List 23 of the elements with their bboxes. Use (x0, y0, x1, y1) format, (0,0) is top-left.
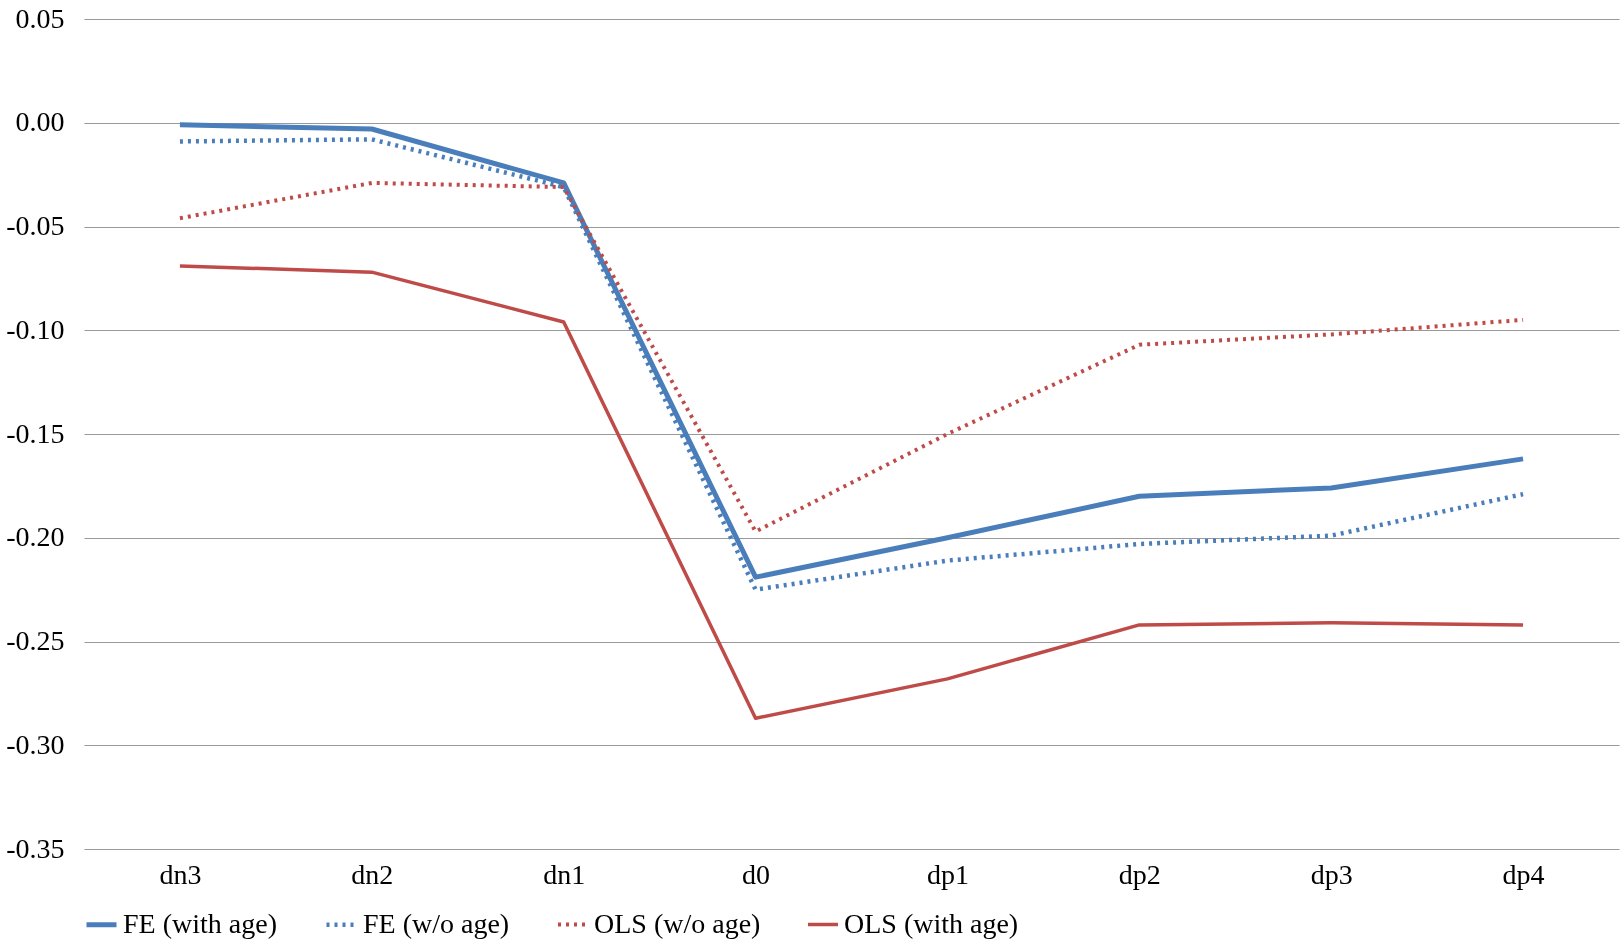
y-tick-label: 0.00 (15, 106, 65, 138)
x-tick-label: dp2 (1118, 858, 1161, 890)
y-tick-label: -0.35 (6, 832, 65, 864)
x-tick-label: dp3 (1310, 858, 1353, 890)
x-tick-label: dn3 (159, 858, 202, 890)
x-tick-label: dn2 (351, 858, 394, 890)
y-tick-label: -0.15 (6, 417, 65, 449)
y-tick-label: -0.10 (6, 313, 65, 345)
x-tick-label: d0 (742, 858, 771, 890)
x-tick-label: dn1 (543, 858, 586, 890)
y-tick-label: -0.30 (6, 728, 65, 760)
line-series (177, 180, 1526, 534)
y-tick-label: -0.20 (6, 521, 65, 553)
y-tick-label: -0.25 (6, 625, 65, 656)
x-tick-label: dp1 (926, 858, 969, 890)
x-tick-label: dp4 (1502, 858, 1545, 890)
y-tick-label: -0.05 (6, 210, 65, 241)
legend-label: FE (with age) (123, 907, 277, 939)
line-series (178, 264, 1525, 721)
legend-label: OLS (w/o age) (594, 907, 761, 939)
legend-label: OLS (with age) (844, 907, 1019, 939)
y-tick-label: 0.05 (15, 2, 65, 34)
legend-label: FE (w/o age) (363, 907, 510, 939)
